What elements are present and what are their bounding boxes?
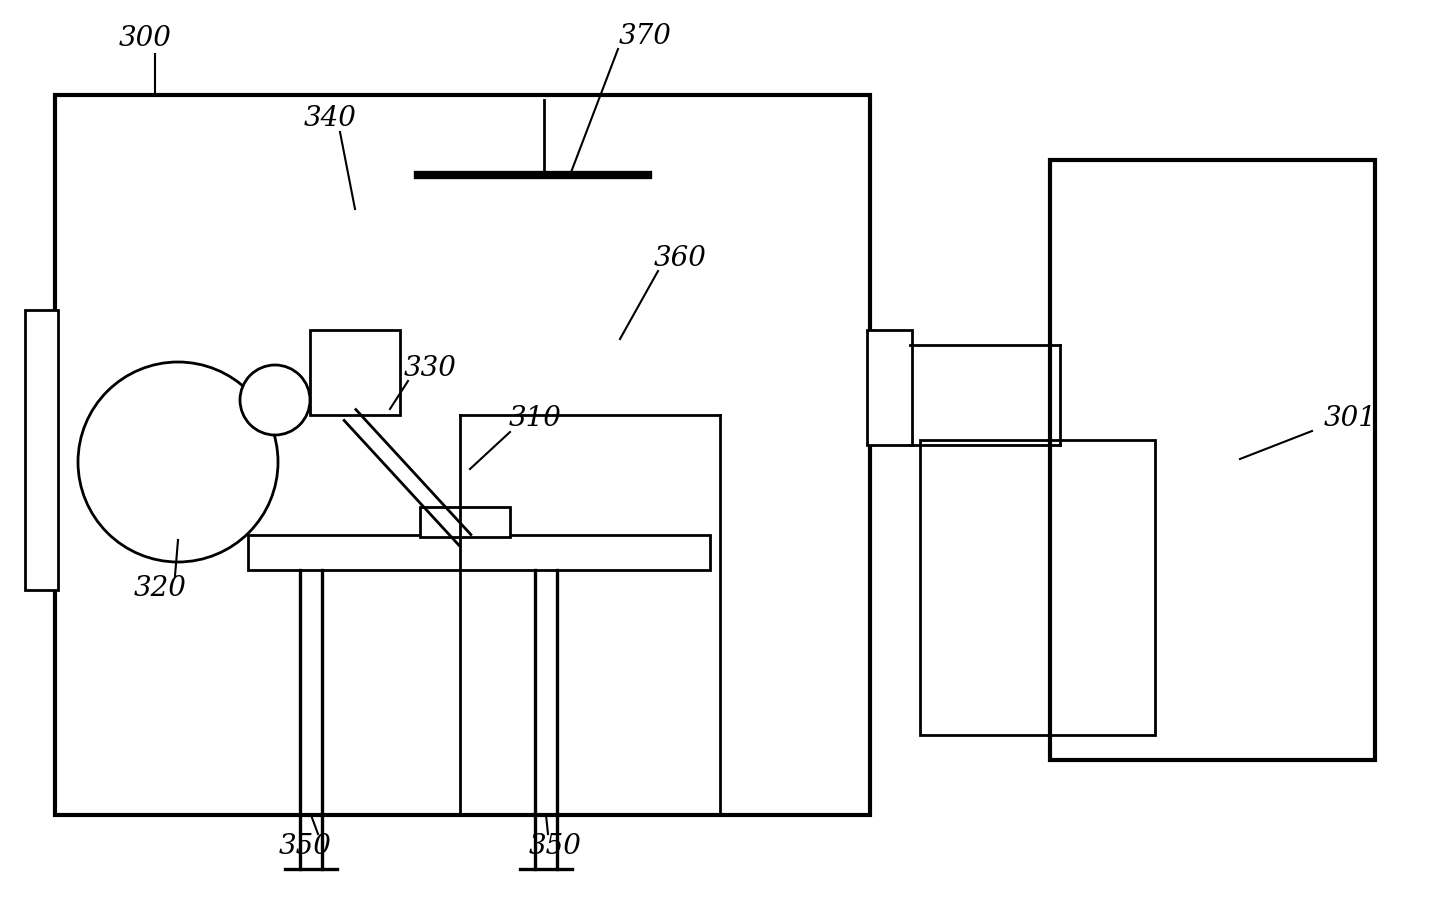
Bar — [310, 330, 400, 415]
Circle shape — [79, 362, 279, 562]
Bar — [420, 507, 510, 537]
Bar — [24, 310, 59, 590]
Text: 320: 320 — [133, 575, 186, 602]
Text: 310: 310 — [509, 405, 562, 432]
Bar — [54, 95, 870, 815]
Bar — [1050, 160, 1375, 760]
Text: 350: 350 — [279, 833, 332, 860]
Bar — [867, 330, 912, 445]
Text: 300: 300 — [119, 25, 171, 52]
Text: 360: 360 — [653, 245, 706, 272]
Text: 330: 330 — [403, 355, 456, 382]
Text: 301: 301 — [1323, 405, 1376, 432]
Text: 340: 340 — [303, 105, 356, 132]
Text: 370: 370 — [619, 23, 672, 50]
Bar — [920, 440, 1155, 735]
Text: 350: 350 — [529, 833, 582, 860]
Circle shape — [240, 365, 310, 435]
Bar — [249, 535, 710, 570]
